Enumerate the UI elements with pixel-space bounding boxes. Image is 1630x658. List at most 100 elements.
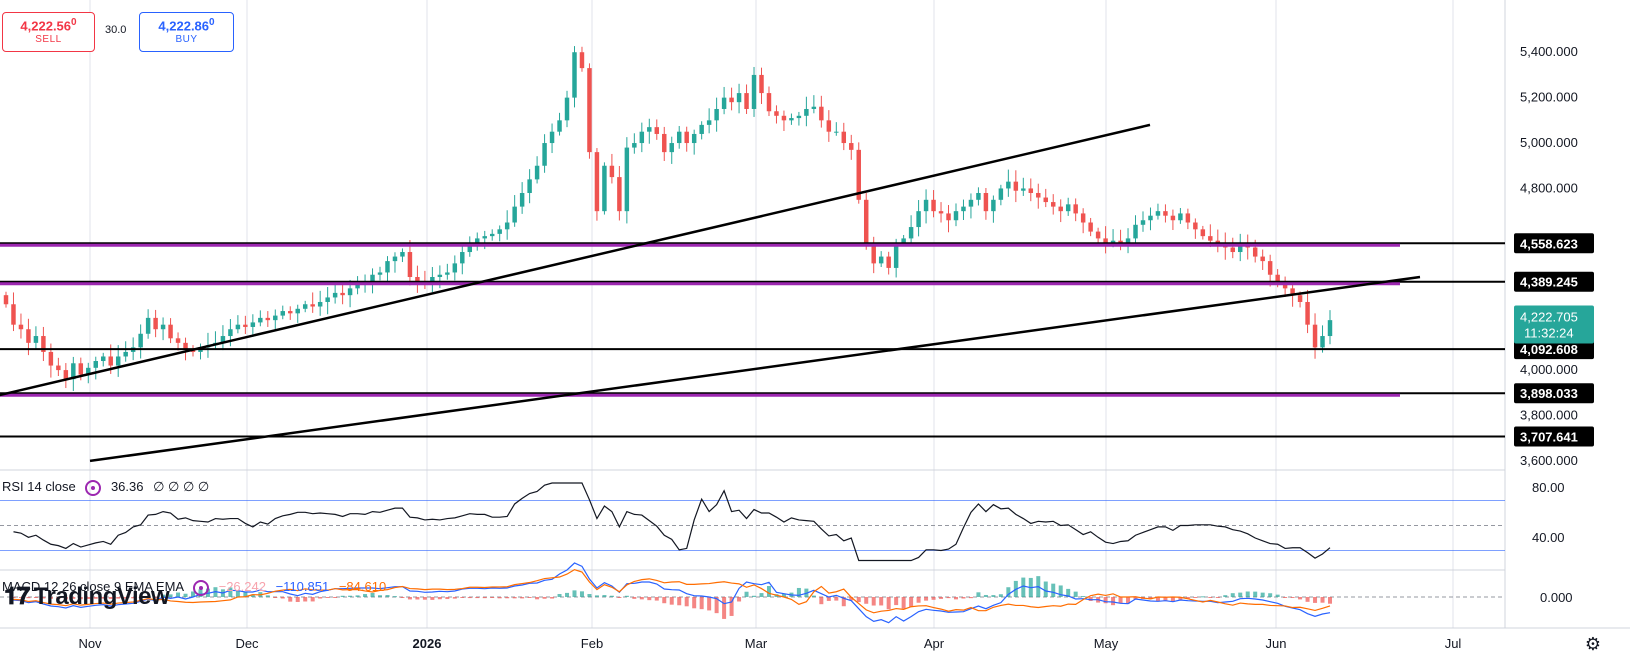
candle-body (168, 324, 173, 339)
tradingview-logo[interactable]: 𝟏𝟕 TradingView (4, 583, 170, 611)
candle-body (467, 242, 473, 253)
macd-histogram-bar (1088, 597, 1093, 601)
candle-body (796, 115, 802, 119)
candle-body (228, 329, 233, 337)
candle-body (1208, 236, 1213, 241)
candle-body (1036, 192, 1041, 198)
macd-histogram-bar (901, 597, 906, 609)
candle-body (676, 131, 682, 144)
macd-histogram-bar (677, 597, 682, 606)
candlestick-series (3, 46, 1333, 391)
candle-body (804, 108, 809, 116)
macd-histogram-bar (781, 593, 786, 597)
candle-body (976, 192, 981, 200)
candle-body (63, 370, 69, 380)
macd-histogram-bar (796, 587, 801, 597)
candle-body (86, 367, 91, 375)
candle-body (1260, 256, 1265, 262)
macd-histogram-bar (348, 595, 353, 597)
macd-histogram-bar (1111, 597, 1116, 606)
macd-histogram-bar (759, 593, 764, 597)
sell-price-fraction: 0 (71, 17, 77, 28)
candle-body (302, 304, 308, 309)
macd-histogram-bar (392, 596, 397, 598)
macd-histogram-bar (886, 597, 891, 610)
candle-body (1103, 238, 1108, 243)
candle-body (1230, 247, 1235, 253)
candle-body (863, 199, 869, 243)
rsi-legend[interactable]: RSI 14 close 36.36 ∅ ∅ ∅ ∅ (2, 479, 209, 496)
macd-histogram-bar (415, 597, 420, 600)
candle-body (153, 317, 158, 330)
rsi-extras: ∅ ∅ ∅ ∅ (153, 479, 210, 494)
candle-body (1125, 238, 1131, 243)
candle-body (325, 297, 330, 302)
candle-body (602, 165, 607, 212)
candle-body (497, 229, 502, 234)
macd-histogram-bar (991, 595, 996, 597)
candle-body (1118, 240, 1123, 243)
candle-body (56, 365, 61, 371)
candle-body (280, 311, 285, 316)
macd-histogram-bar (1290, 597, 1295, 598)
candle-body (332, 292, 338, 298)
candle-body (923, 199, 929, 212)
time-tick-label: 2026 (413, 636, 442, 651)
macd-histogram-bar (572, 590, 577, 597)
macd-histogram-bar (542, 597, 547, 599)
candle-body (377, 272, 383, 275)
macd-histogram-bar (602, 595, 607, 597)
indicator-settings-icon[interactable] (192, 579, 209, 596)
brand-name: TradingView (33, 583, 170, 610)
macd-histogram-bar (430, 597, 435, 600)
candle-body (961, 206, 966, 212)
macd-histogram-bar (41, 597, 46, 599)
macd-histogram-bar (1051, 583, 1056, 597)
macd-histogram-bar (1021, 577, 1026, 597)
macd-legend[interactable]: MACD 12 26 close 9 EMA EMA −26.242 −110.… (2, 579, 386, 596)
macd-histogram-bar (437, 597, 442, 600)
macd-histogram-bar (138, 597, 143, 598)
macd-histogram-bar (318, 597, 323, 599)
sell-button[interactable]: 4,222.560 SELL (2, 12, 95, 52)
macd-histogram-bar (325, 597, 330, 598)
candle-body (774, 111, 779, 116)
macd-histogram-bar (1283, 597, 1288, 598)
candle-body (527, 179, 532, 193)
chart-settings-gear-icon[interactable]: ⚙ (1584, 634, 1602, 654)
macd-histogram-bar (1200, 596, 1205, 598)
macd-histogram-bar (490, 597, 495, 598)
macd-histogram-bar (183, 593, 188, 597)
macd-histogram-bar (1118, 597, 1123, 604)
macd-histogram-bar (707, 597, 712, 611)
candle-body (1267, 261, 1273, 275)
macd-histogram-bar (235, 590, 240, 597)
candle-body (1080, 213, 1086, 223)
candle-body (639, 131, 645, 144)
macd-histogram-bar (520, 597, 525, 599)
candle-body (534, 165, 540, 180)
candle-body (3, 295, 9, 305)
price-tick-label: 3,800.000 (1520, 408, 1578, 423)
macd-histogram-bar (1245, 591, 1250, 597)
candle-body (101, 356, 106, 362)
candle-body (557, 120, 562, 132)
candle-body (826, 120, 832, 132)
candle-body (766, 93, 772, 112)
candle-body (504, 222, 510, 230)
candle-body (445, 272, 450, 275)
macd-histogram-bar (18, 597, 23, 598)
candle-body (18, 324, 24, 330)
rsi-tick-label: 80.00 (1532, 480, 1565, 495)
candle-body (1297, 295, 1303, 302)
macd-histogram-bar (108, 597, 113, 599)
candle-body (901, 238, 906, 243)
candle-body (1013, 181, 1019, 191)
buy-button[interactable]: 4,222.860 BUY (139, 12, 234, 52)
candle-body (849, 143, 854, 150)
macd-histogram-bar (819, 597, 824, 605)
candle-body (138, 333, 143, 348)
indicator-settings-icon[interactable] (85, 479, 102, 496)
candle-body (1215, 240, 1221, 243)
